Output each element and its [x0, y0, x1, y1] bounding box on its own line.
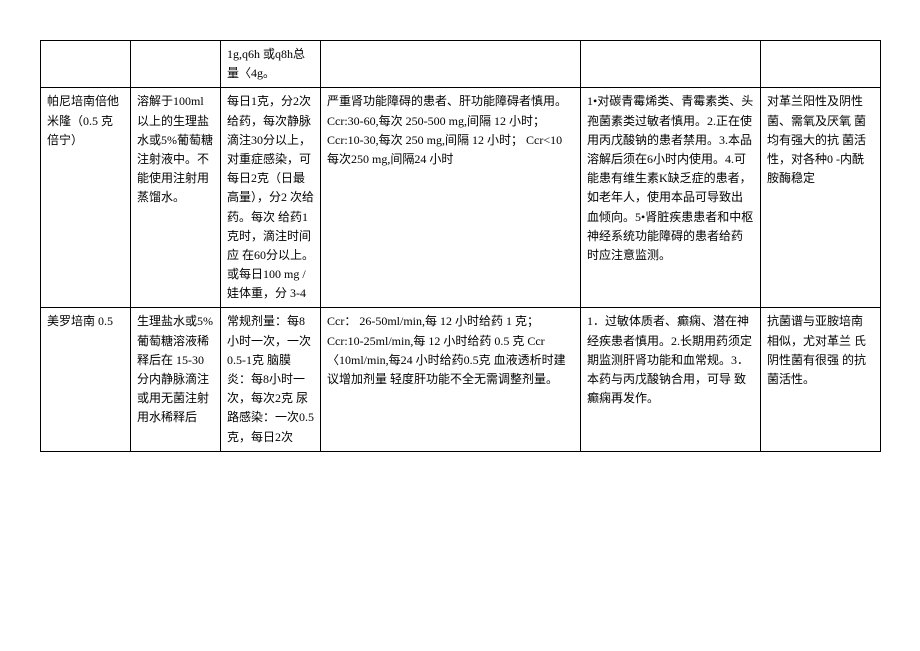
drug-table: 1g,q6h 或q8h总量〈4g。 帕尼培南倍他米隆（0.5 克倍宁） 溶解于1…: [40, 40, 881, 452]
cell-solvent: 溶解于100ml 以上的生理盐水或5%葡萄糖注射液中。不能使用注射用蒸馏水。: [131, 88, 221, 308]
cell-drug: 帕尼培南倍他米隆（0.5 克倍宁）: [41, 88, 131, 308]
table-row: 美罗培南 0.5 生理盐水或5%葡萄糖溶液稀释后在 15-30 分内静脉滴注或用…: [41, 308, 881, 451]
table-row: 1g,q6h 或q8h总量〈4g。: [41, 41, 881, 88]
cell-caution: [581, 41, 761, 88]
cell-renal: Ccr： 26-50ml/min,每 12 小时给药 1 克；Ccr:10-25…: [321, 308, 581, 451]
cell-renal: [321, 41, 581, 88]
cell-solvent: [131, 41, 221, 88]
cell-dosage: 常规剂量：每8小时一次，一次0.5-1克 脑膜炎：每8小时一次，每次2克 尿路感…: [221, 308, 321, 451]
cell-caution: 1•对碳青霉烯类、青霉素类、头孢菌素类过敏者慎用。2.正在使用丙戊酸钠的患者禁用…: [581, 88, 761, 308]
cell-caution: 1．过敏体质者、癫痫、潜在神 经疾患者慎用。2.长期用药须定期监测肝肾功能和血常…: [581, 308, 761, 451]
cell-spectrum: 抗菌谱与亚胺培南相似，尤对革兰 氏阴性菌有很强 的抗菌活性。: [761, 308, 881, 451]
cell-spectrum: 对革兰阳性及阴性菌、需氧及厌氧 菌均有强大的抗 菌活性，对各种0 -内酰胺酶稳定: [761, 88, 881, 308]
cell-drug: [41, 41, 131, 88]
table-row: 帕尼培南倍他米隆（0.5 克倍宁） 溶解于100ml 以上的生理盐水或5%葡萄糖…: [41, 88, 881, 308]
cell-dosage: 每日1克，分2次给药，每次静脉滴注30分以上，对重症感染，可每日2克（日最高量）…: [221, 88, 321, 308]
cell-renal: 严重肾功能障碍的患者、肝功能障碍者慎用。Ccr:30-60,每次 250-500…: [321, 88, 581, 308]
cell-spectrum: [761, 41, 881, 88]
cell-solvent: 生理盐水或5%葡萄糖溶液稀释后在 15-30 分内静脉滴注或用无菌注射用水稀释后: [131, 308, 221, 451]
cell-drug: 美罗培南 0.5: [41, 308, 131, 451]
cell-dosage: 1g,q6h 或q8h总量〈4g。: [221, 41, 321, 88]
